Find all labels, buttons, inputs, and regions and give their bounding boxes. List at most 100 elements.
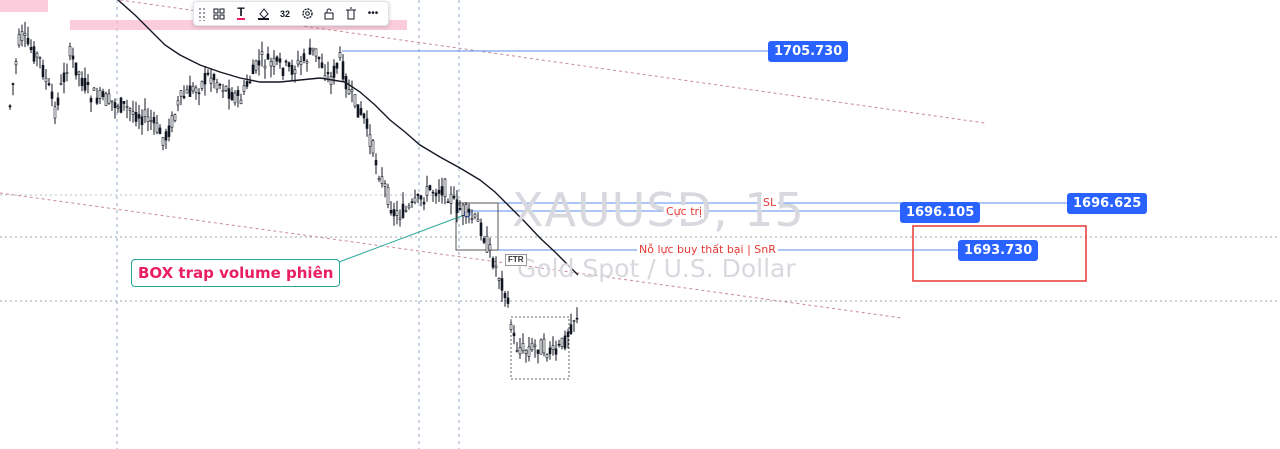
candle-body xyxy=(233,92,237,104)
candle-body xyxy=(506,297,510,304)
candle-body xyxy=(437,189,441,194)
candle-body xyxy=(287,62,291,67)
candle-body xyxy=(107,93,111,104)
sl-label[interactable]: SL xyxy=(761,196,779,210)
candle-body xyxy=(332,65,336,78)
candle-body xyxy=(14,61,18,66)
drag-handle-icon[interactable] xyxy=(198,6,206,21)
candle-body xyxy=(488,244,492,251)
candle-body xyxy=(470,218,474,220)
candle-body xyxy=(461,204,465,216)
candle-body xyxy=(86,82,90,86)
failed-buy-label[interactable]: Nỗ lực buy thất bại | SnR xyxy=(637,243,778,257)
candle-body xyxy=(458,208,462,210)
candle-body xyxy=(140,116,144,126)
box-trap-callout[interactable]: BOX trap volume phiên xyxy=(131,259,341,287)
candle-body xyxy=(254,60,258,71)
fill-color-button[interactable] xyxy=(252,2,274,25)
candle-body xyxy=(209,77,213,84)
candle-body xyxy=(356,104,360,118)
template-icon[interactable] xyxy=(208,2,230,25)
candle-body xyxy=(32,46,36,62)
candle-body xyxy=(197,92,201,95)
candle-body xyxy=(383,183,387,187)
candle-body xyxy=(128,108,132,111)
candle-body xyxy=(164,131,168,141)
candle-body xyxy=(374,160,378,166)
price-tag-1696-625[interactable]: 1696.625 xyxy=(1067,193,1148,214)
candle-body xyxy=(557,343,561,346)
candle-body xyxy=(401,203,405,218)
candle-body xyxy=(419,195,423,200)
drawing-toolbar: T 32 ••• xyxy=(193,1,389,26)
candle-body xyxy=(71,55,75,60)
candle-body xyxy=(11,83,15,85)
candle-body xyxy=(503,292,507,299)
price-tag-1696-105[interactable]: 1696.105 xyxy=(900,202,981,223)
candle-body xyxy=(404,210,408,212)
candle-body xyxy=(155,122,159,133)
candle-body xyxy=(101,91,105,97)
candle-body xyxy=(410,201,414,203)
candle-body xyxy=(323,75,327,79)
template-icon xyxy=(213,8,225,19)
candle-body xyxy=(422,201,426,205)
highlight-box[interactable] xyxy=(912,225,1087,282)
candle-body xyxy=(353,94,357,107)
candle-body xyxy=(509,323,513,330)
candle-body xyxy=(26,37,30,45)
candle-body xyxy=(467,208,471,213)
candle-body xyxy=(524,349,528,354)
candle-body xyxy=(365,118,369,129)
candle-body xyxy=(371,140,375,154)
candle-body xyxy=(119,97,123,113)
candle-body xyxy=(389,210,393,214)
candle-body xyxy=(368,134,372,147)
candle-body xyxy=(134,112,138,122)
trash-icon xyxy=(346,7,356,20)
candle-body xyxy=(272,57,276,67)
text-color-button[interactable]: T xyxy=(230,2,252,25)
candle-body xyxy=(515,349,519,352)
candle-body xyxy=(167,125,171,137)
trendline-lower[interactable] xyxy=(0,192,903,319)
candle-body xyxy=(62,72,66,83)
candle-body xyxy=(413,197,417,203)
candles-layer xyxy=(8,21,579,364)
fill-icon xyxy=(257,8,269,20)
lock-button[interactable] xyxy=(318,2,340,25)
candle-body xyxy=(311,47,315,51)
candle-body xyxy=(320,62,324,68)
price-tag-1693[interactable]: 1693.730 xyxy=(958,240,1039,261)
candle-body xyxy=(314,48,318,57)
candle-body xyxy=(362,113,366,119)
candle-body xyxy=(521,342,525,351)
consolidation-box[interactable] xyxy=(510,316,570,380)
moving-average-line[interactable] xyxy=(117,0,579,276)
candle-body xyxy=(23,32,27,36)
candle-body xyxy=(77,71,81,75)
line-width-button[interactable]: 32 xyxy=(279,8,290,19)
candle-body xyxy=(572,320,576,322)
supply-zone-left[interactable] xyxy=(0,0,48,12)
candle-body xyxy=(17,34,21,46)
candle-body xyxy=(266,53,270,60)
candle-body xyxy=(329,76,333,85)
candle-body xyxy=(269,60,273,67)
candle-body xyxy=(44,77,48,83)
delete-button[interactable] xyxy=(340,2,362,25)
ftr-badge[interactable]: FTR xyxy=(505,254,527,266)
candle-body xyxy=(446,201,450,203)
candle-body xyxy=(296,59,300,65)
price-tag-1705[interactable]: 1705.730 xyxy=(768,41,849,62)
candle-body xyxy=(251,64,255,75)
candle-body xyxy=(377,178,381,180)
trap-box[interactable] xyxy=(455,202,499,251)
extreme-label[interactable]: Cực trị xyxy=(664,205,705,219)
more-icon[interactable]: ••• xyxy=(367,8,379,19)
candle-body xyxy=(113,102,117,108)
settings-button[interactable] xyxy=(296,2,318,25)
candle-body xyxy=(212,74,216,81)
candle-body xyxy=(47,83,51,86)
lock-icon xyxy=(324,8,334,20)
